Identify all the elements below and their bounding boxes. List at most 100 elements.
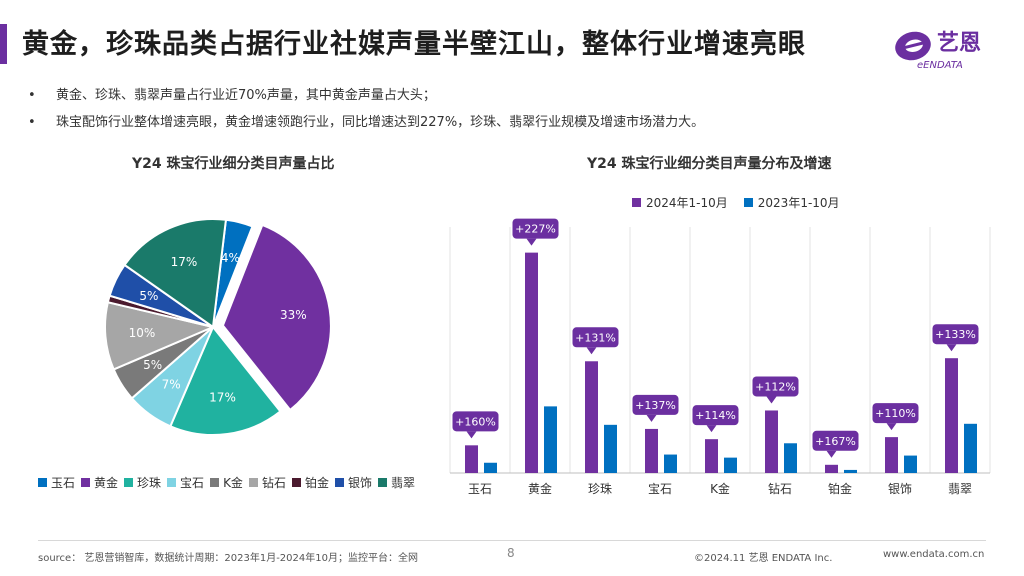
growth-callout: +160% [452, 411, 499, 439]
growth-label: +112% [755, 380, 796, 393]
legend-swatch [377, 478, 387, 487]
callout-pointer [706, 425, 717, 433]
pie-slice-label: 5% [143, 358, 162, 372]
x-tick-label: 玉石 [468, 482, 492, 496]
callout-pointer [946, 344, 957, 352]
legend-label: 2024年1-10月 [646, 196, 728, 210]
bar-2023-黄金 [544, 406, 557, 473]
callout-pointer [766, 396, 777, 404]
bar-2023-宝石 [664, 454, 677, 473]
pie-slice-label: 17% [209, 391, 236, 405]
legend-swatch [210, 478, 220, 487]
bar-2023-珍珠 [604, 424, 617, 473]
legend-label: 银饰 [347, 476, 372, 490]
legend-item: 2024年1-10月 [632, 194, 728, 211]
pie-slice-label: 5% [139, 289, 158, 303]
legend-item: 珍珠 [124, 474, 161, 491]
legend-swatch [38, 478, 47, 487]
legend-label: 2023年1-10月 [757, 196, 840, 210]
pie-slice-翡翠 [123, 218, 228, 329]
bar-2023-铂金 [844, 469, 857, 473]
callout-box [932, 324, 979, 345]
logo-text: 艺恩 [937, 30, 981, 56]
callout-box [752, 376, 799, 397]
legend-label: 宝石 [180, 476, 205, 490]
x-tick-label: 铂金 [828, 481, 852, 496]
bar-2023-钻石 [784, 443, 797, 473]
callout-box [632, 394, 679, 415]
pie-slice-label: 7% [162, 378, 181, 392]
legend-item: 铂金 [291, 474, 329, 491]
bar-2023-翡翠 [964, 423, 977, 473]
footer-copyright: ©2024.11 艺恩 ENDATA Inc. [694, 553, 833, 564]
callout-pointer [886, 423, 897, 431]
pie-chart-title: Y24 珠宝行业细分类目声量占比 [132, 156, 335, 172]
callout-pointer [646, 414, 657, 422]
legend-item: 黄金 [81, 474, 118, 491]
growth-label: +131% [575, 331, 616, 344]
legend-swatch [632, 198, 641, 207]
callout-box [452, 411, 499, 432]
callout-pointer [526, 238, 537, 246]
growth-callout: +131% [572, 327, 619, 355]
pie-slice-黄金 [221, 223, 332, 412]
pie-slice-label: 4% [221, 251, 240, 265]
x-tick-label: 钻石 [768, 481, 792, 496]
bar-2024-翡翠 [945, 358, 958, 473]
legend-item: 2023年1-10月 [743, 194, 840, 211]
bar-2024-钻石 [765, 410, 778, 473]
growth-callout: +167% [812, 430, 859, 458]
legend-label: 钻石 [261, 476, 286, 490]
bar-2024-K金 [705, 439, 718, 473]
legend-swatch [291, 478, 301, 487]
bar-2024-银饰 [885, 437, 898, 473]
bar-legend: 2024年1-10月 2023年1-10月 [632, 194, 840, 211]
logo-sub: eENDATA [917, 60, 963, 71]
legend-item: 玉石 [38, 474, 75, 491]
pie-slice-label: 10% [129, 326, 156, 340]
endata-logo: 艺恩 eENDATA [895, 30, 981, 71]
legend-swatch [124, 478, 134, 487]
callout-box [512, 218, 559, 239]
growth-callout: +110% [872, 403, 919, 431]
legend-swatch [248, 478, 258, 487]
x-tick-label: 珍珠 [588, 482, 612, 496]
footer-divider [38, 540, 986, 541]
growth-callout: +227% [512, 218, 559, 246]
legend-item: K金 [210, 474, 243, 491]
footer-url: www.endata.com.cn [883, 549, 985, 560]
x-tick-label: 黄金 [528, 481, 552, 496]
bar-2024-黄金 [525, 252, 538, 473]
x-tick-label: 宝石 [648, 482, 672, 496]
callout-box [812, 430, 859, 451]
growth-callout: +133% [932, 324, 979, 352]
bar-2024-珍珠 [585, 361, 598, 473]
growth-label: +110% [875, 407, 916, 420]
callout-box [692, 405, 739, 426]
bullet-item: 珠宝配饰行业整体增速亮眼，黄金增速领跑行业，同比增速达到227%，珍珠、翡翠行业… [28, 109, 704, 136]
legend-swatch [81, 478, 91, 487]
legend-swatch [167, 478, 177, 487]
legend-item: 钻石 [248, 474, 286, 491]
callout-pointer [586, 347, 597, 355]
page-title: 黄金，珍珠品类占据行业社媒声量半壁江山，整体行业增速亮眼 [22, 29, 806, 60]
growth-callout: +112% [752, 376, 799, 404]
pie-slice-label: 17% [171, 255, 198, 269]
growth-label: +137% [635, 399, 676, 412]
legend-swatch [334, 478, 344, 487]
legend-label: 黄金 [94, 476, 119, 490]
growth-label: +114% [695, 409, 736, 422]
pie-slice-label: 33% [280, 308, 307, 322]
bar-2023-银饰 [904, 455, 917, 473]
callout-box [872, 403, 919, 424]
growth-callout: +114% [692, 405, 739, 433]
pie-slice-珍珠 [169, 325, 282, 436]
footer-source: source： 艺恩营销智库，数据统计周期：2023年1月-2024年10月；监… [38, 553, 418, 564]
callout-box [572, 327, 619, 348]
growth-label: +133% [935, 328, 976, 341]
growth-label: +167% [815, 435, 856, 448]
legend-label: 珍珠 [137, 476, 162, 490]
callout-pointer [826, 450, 837, 458]
bullet-item: 黄金、珍珠、翡翠声量占行业近70%声量，其中黄金声量占大头； [28, 82, 704, 109]
legend-item: 翡翠 [377, 474, 415, 491]
